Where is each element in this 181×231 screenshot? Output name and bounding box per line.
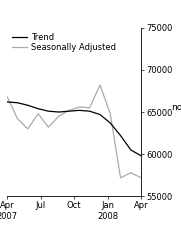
- Seasonally Adjusted: [89, 106, 91, 109]
- Seasonally Adjusted: [78, 106, 80, 108]
- Trend: [140, 155, 142, 157]
- Y-axis label: no.: no.: [171, 103, 181, 112]
- Line: Seasonally Adjusted: Seasonally Adjusted: [7, 85, 141, 178]
- Trend: [47, 110, 50, 112]
- Seasonally Adjusted: [47, 126, 50, 129]
- Legend: Trend, Seasonally Adjusted: Trend, Seasonally Adjusted: [11, 32, 116, 53]
- Trend: [109, 122, 111, 124]
- Trend: [119, 134, 122, 137]
- Trend: [58, 111, 60, 113]
- Line: Trend: Trend: [7, 102, 141, 156]
- Trend: [99, 113, 101, 116]
- Seasonally Adjusted: [130, 171, 132, 174]
- Trend: [6, 100, 8, 103]
- Seasonally Adjusted: [99, 84, 101, 86]
- Trend: [37, 107, 39, 110]
- Seasonally Adjusted: [27, 128, 29, 130]
- Seasonally Adjusted: [16, 117, 19, 120]
- Seasonally Adjusted: [140, 176, 142, 179]
- Trend: [130, 149, 132, 151]
- Seasonally Adjusted: [37, 112, 39, 115]
- Seasonally Adjusted: [58, 115, 60, 118]
- Trend: [89, 110, 91, 112]
- Seasonally Adjusted: [68, 109, 70, 112]
- Trend: [16, 101, 19, 104]
- Seasonally Adjusted: [109, 112, 111, 115]
- Trend: [27, 104, 29, 107]
- Seasonally Adjusted: [6, 95, 8, 98]
- Seasonally Adjusted: [119, 176, 122, 179]
- Trend: [68, 110, 70, 112]
- Trend: [78, 109, 80, 112]
